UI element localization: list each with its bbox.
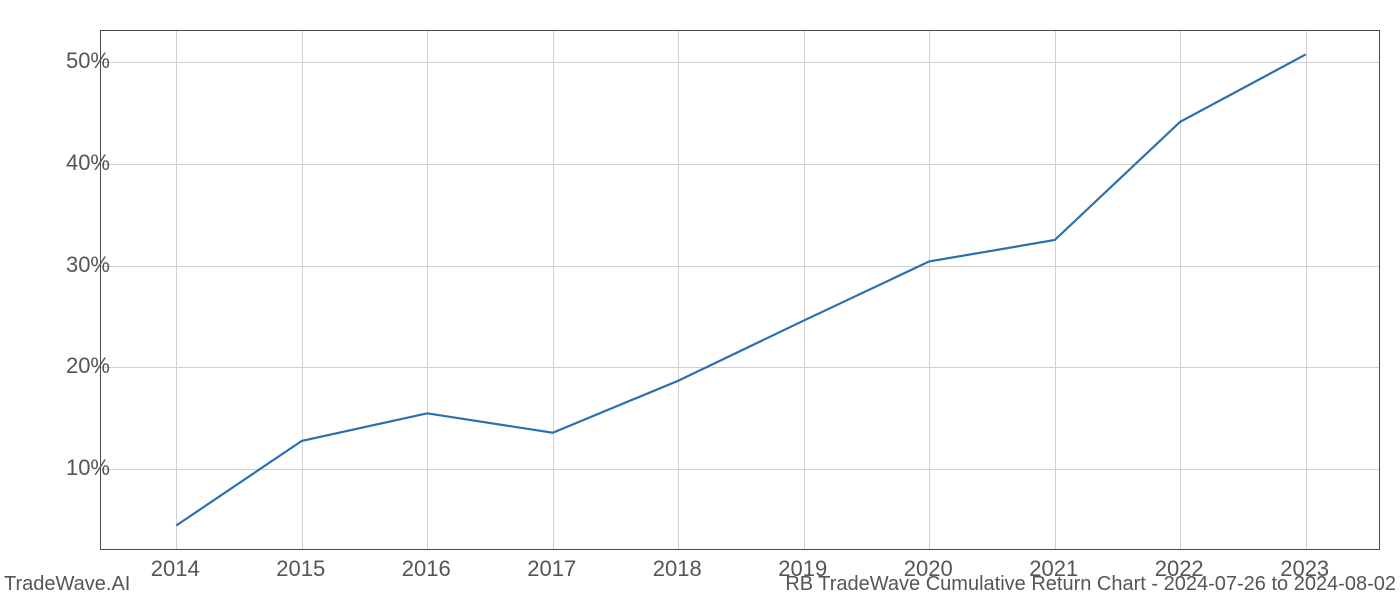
x-tick-label: 2015 — [276, 556, 325, 582]
y-tick-label: 30% — [66, 252, 110, 278]
x-tick-label: 2018 — [653, 556, 702, 582]
plot-border — [100, 30, 1380, 550]
line-series-svg — [101, 31, 1381, 551]
y-tick-label: 40% — [66, 150, 110, 176]
x-tick-label: 2017 — [527, 556, 576, 582]
chart-plot-area — [100, 30, 1380, 550]
y-tick-label: 50% — [66, 48, 110, 74]
series-line — [176, 54, 1305, 525]
footer-right-text: RB TradeWave Cumulative Return Chart - 2… — [785, 573, 1396, 596]
y-tick-label: 20% — [66, 353, 110, 379]
y-tick-label: 10% — [66, 455, 110, 481]
x-tick-label: 2014 — [151, 556, 200, 582]
x-tick-label: 2016 — [402, 556, 451, 582]
footer-left-text: TradeWave.AI — [4, 573, 130, 596]
